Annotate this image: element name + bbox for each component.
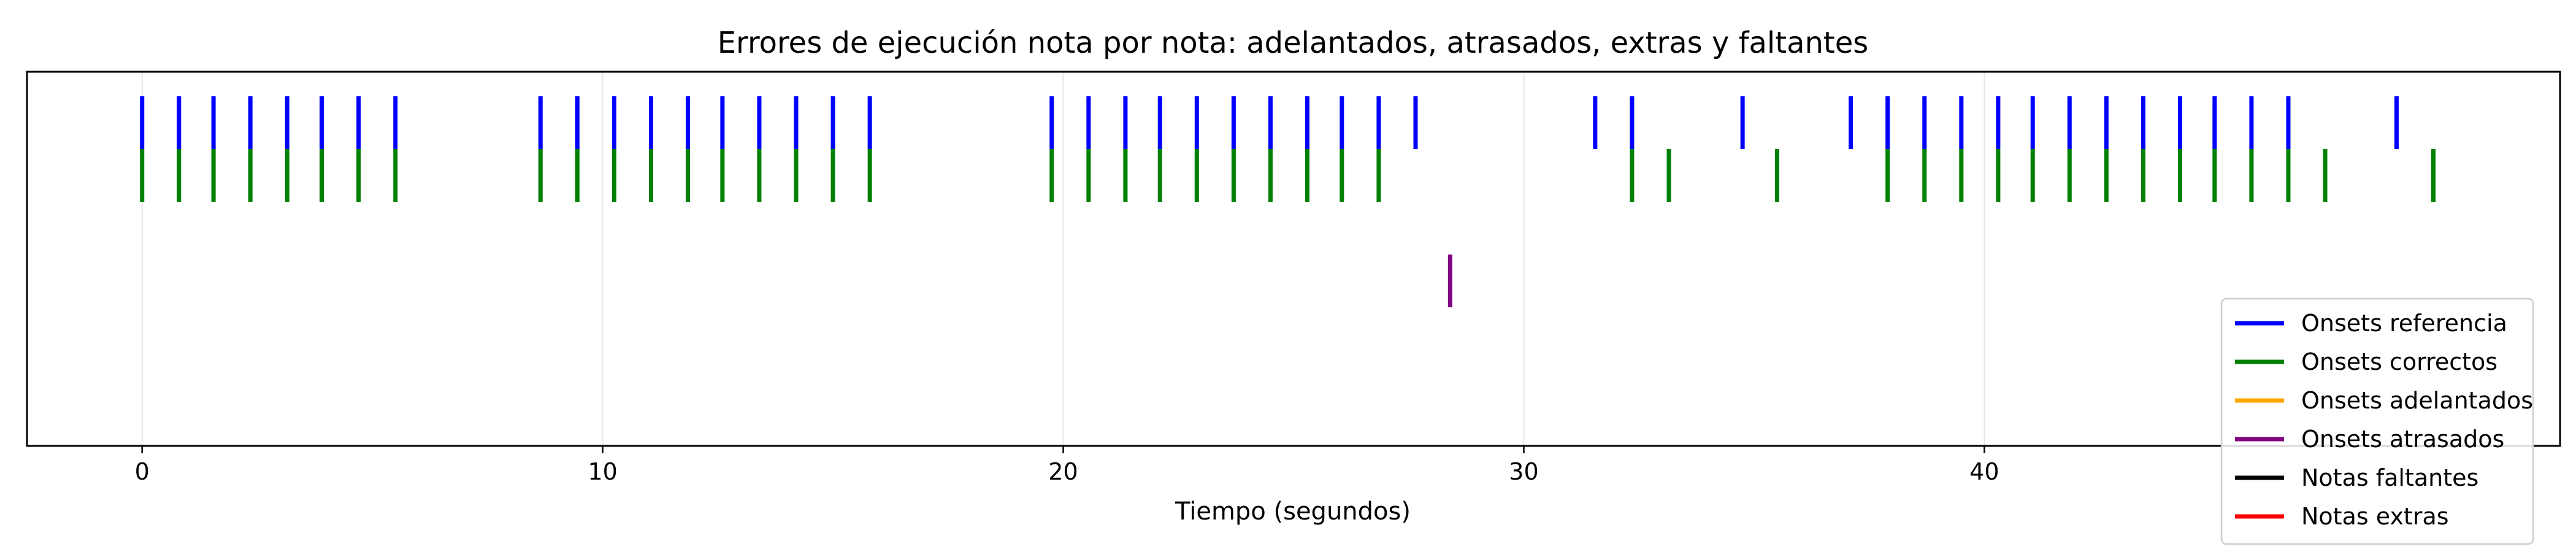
chart-title: Errores de ejecución nota por nota: adel… <box>718 26 1869 60</box>
x-tick-label: 40 <box>1969 458 1999 485</box>
series-1 <box>140 149 2436 202</box>
x-axis-title: Tiempo (segundos) <box>1175 497 1411 526</box>
x-tick-label: 10 <box>588 458 617 485</box>
legend-label: Onsets referencia <box>2301 310 2507 337</box>
x-axis: 0 10 20 30 40 <box>135 446 1999 485</box>
legend-label: Onsets atrasados <box>2301 426 2504 453</box>
grid <box>141 72 1985 446</box>
legend: Onsets referencia Onsets correctos Onsets … <box>2220 297 2534 545</box>
x-tick-label: 30 <box>1509 458 1538 485</box>
legend-box <box>2220 297 2534 545</box>
x-tick-label: 20 <box>1048 458 1078 485</box>
event-marks <box>140 96 2436 307</box>
legend-label: Notas faltantes <box>2301 464 2478 491</box>
legend-label: Onsets correctos <box>2301 348 2497 375</box>
legend-label: Onsets adelantados <box>2301 387 2533 414</box>
legend-label: Notas extras <box>2301 503 2449 530</box>
x-tick-label: 0 <box>135 458 150 485</box>
plot-frame <box>26 71 2561 447</box>
series-0 <box>140 96 2399 149</box>
